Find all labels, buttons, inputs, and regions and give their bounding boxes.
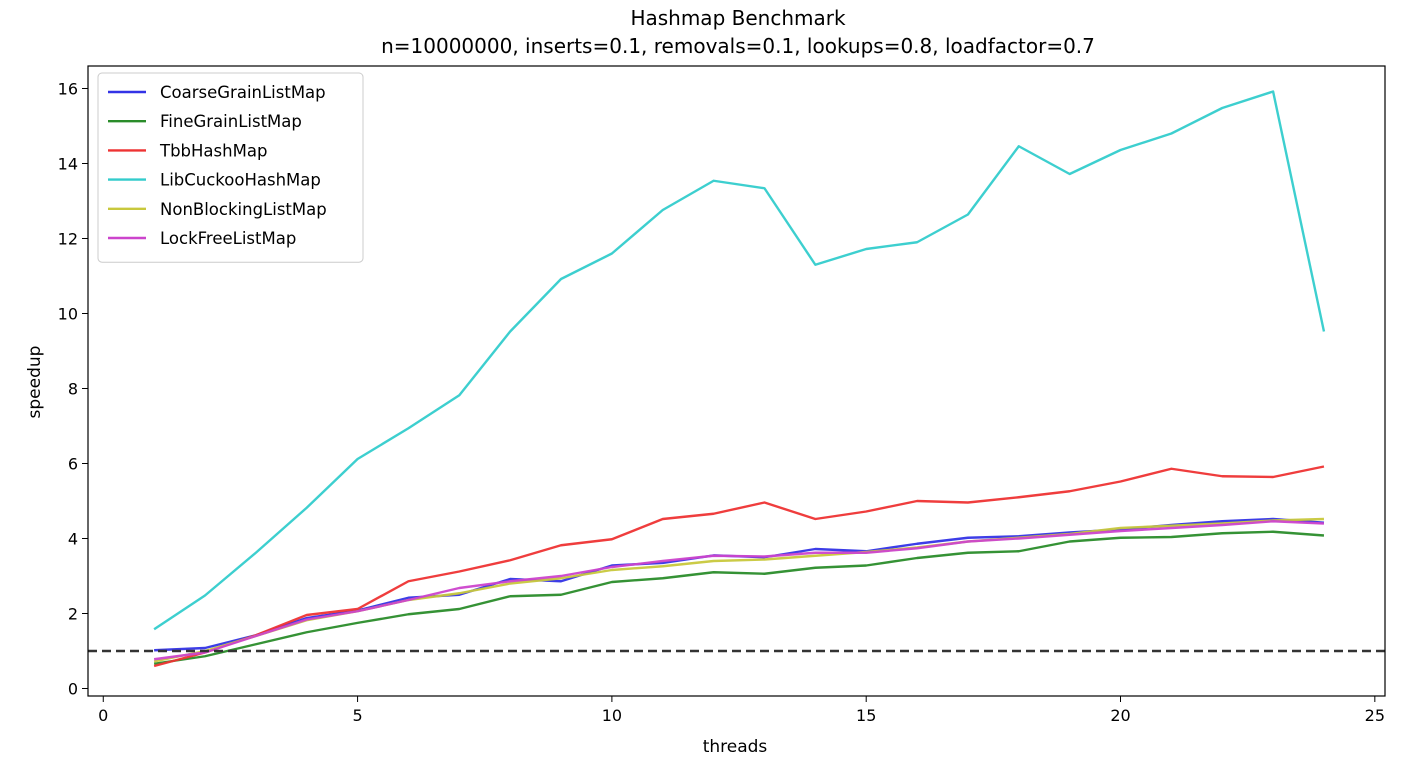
series-line-libcuckoohashmap (153, 90, 1326, 631)
legend: CoarseGrainListMap FineGrainListMap TbbHas… (97, 72, 364, 263)
x-tick-label: 25 (1365, 706, 1385, 725)
series-line-lockfreelistmap (153, 520, 1325, 661)
plot-frame (87, 65, 1386, 697)
legend-label: LibCuckooHashMap (160, 171, 321, 190)
y-tick-label: 2 (68, 605, 78, 624)
series-line-tbbhashmap (153, 465, 1325, 668)
y-tick-label: 12 (58, 230, 78, 249)
y-tick-label: 10 (58, 305, 78, 324)
y-tick-label: 8 (68, 380, 78, 399)
y-tick-label: 4 (68, 530, 78, 549)
series-line-finegrainlistmap (153, 530, 1325, 665)
x-tick-label: 15 (856, 706, 876, 725)
y-tick-label: 14 (58, 155, 78, 174)
series-line-nonblockinglistmap (153, 517, 1324, 663)
legend-label: FineGrainListMap (160, 112, 302, 131)
x-axis: 0 5 10 15 20 25 (98, 696, 1385, 725)
legend-label: CoarseGrainListMap (160, 83, 326, 102)
y-axis-label: speedup (25, 346, 45, 419)
y-tick-label: 16 (58, 80, 78, 99)
series-line-coarsegrainlistmap (154, 517, 1325, 652)
x-tick-label: 20 (1110, 706, 1130, 725)
chart-subtitle: n=10000000, inserts=0.1, removals=0.1, l… (381, 34, 1095, 58)
y-axis: 0 2 4 6 8 10 12 14 16 (58, 80, 88, 699)
x-axis-label: threads (703, 737, 768, 757)
chart-title: Hashmap Benchmark (630, 6, 846, 30)
legend-label: NonBlockingListMap (160, 200, 327, 219)
x-tick-label: 10 (602, 706, 622, 725)
plot-lines (153, 90, 1326, 668)
legend-box (97, 72, 364, 263)
y-tick-label: 0 (68, 680, 78, 699)
x-tick-label: 5 (352, 706, 362, 725)
legend-label: LockFreeListMap (160, 229, 296, 248)
x-tick-label: 0 (98, 706, 108, 725)
y-tick-label: 6 (68, 455, 78, 474)
legend-label: TbbHashMap (159, 141, 267, 160)
